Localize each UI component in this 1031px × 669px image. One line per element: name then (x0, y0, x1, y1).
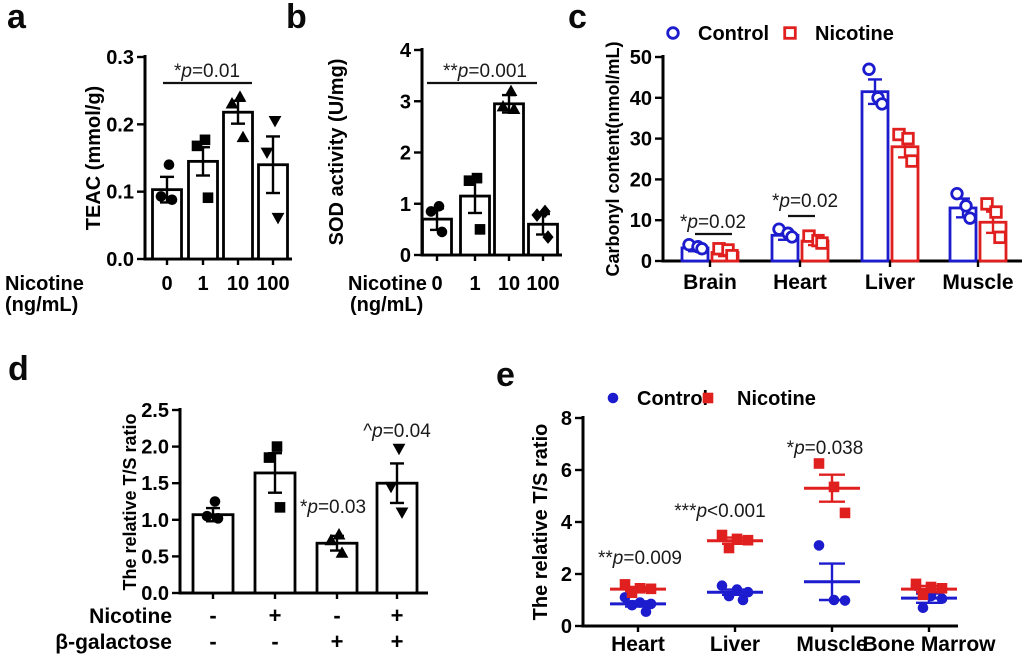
svg-text:-: - (209, 629, 216, 654)
svg-text:**p=0.001: **p=0.001 (443, 61, 527, 82)
svg-text:-: - (333, 603, 340, 628)
svg-text:Control: Control (637, 388, 708, 410)
svg-text:0: 0 (431, 273, 442, 295)
svg-text:2: 2 (561, 564, 572, 586)
svg-text:1.5: 1.5 (141, 473, 169, 495)
svg-text:*p=0.01: *p=0.01 (174, 61, 240, 82)
svg-text:0.0: 0.0 (141, 583, 169, 605)
panel-label-a: a (7, 0, 26, 36)
svg-text:The relative T/S ratio: The relative T/S ratio (530, 424, 552, 621)
svg-text:30: 30 (630, 129, 652, 151)
svg-text:-: - (209, 603, 216, 628)
svg-text:0.5: 0.5 (141, 546, 169, 568)
svg-text:SOD activity (U/mg): SOD activity (U/mg) (326, 59, 348, 246)
svg-text:0: 0 (400, 245, 411, 267)
svg-text:1.0: 1.0 (141, 510, 169, 532)
svg-text:**p=0.009: **p=0.009 (598, 548, 682, 569)
svg-text:10: 10 (227, 273, 249, 295)
panel-e-content: 0 2 4 6 8 The relative T/S ratio Heart Liver Mus… (530, 388, 996, 656)
panel-b-chart: 0 1 2 3 4 SOD activity (U/mg) 0 1 10 100 Nicotine(… (326, 40, 562, 316)
bar (222, 110, 254, 261)
panel-label-e: e (496, 356, 515, 394)
svg-text:*p=0.02: *p=0.02 (772, 191, 838, 212)
svg-text:-: - (271, 629, 278, 654)
svg-text:3: 3 (400, 91, 411, 113)
bar (191, 513, 235, 595)
svg-text:0: 0 (161, 273, 172, 295)
svg-text:0.2: 0.2 (106, 114, 134, 136)
svg-text:Brain: Brain (683, 271, 737, 294)
svg-text:Nicotine: Nicotine (737, 388, 816, 410)
panel-c-chart: 0 10 20 30 40 50 Carbonyl content(nmol/mL) Brai… (603, 23, 1022, 294)
svg-text:(ng/mL): (ng/mL) (5, 294, 78, 316)
svg-text:Nicotine: Nicotine (5, 273, 84, 295)
panel-label-d: d (8, 350, 29, 388)
svg-text:+: + (331, 629, 344, 654)
svg-text:*p=0.03: *p=0.03 (300, 497, 366, 518)
panel-b-content: 0 1 2 3 4 SOD activity (U/mg) 0 1 10 100 Nicotine(… (326, 40, 562, 316)
svg-text:^p=0.04: ^p=0.04 (363, 421, 431, 442)
svg-text:Heart: Heart (611, 633, 665, 656)
bar-control (860, 90, 890, 263)
bar (187, 159, 219, 261)
svg-text:50: 50 (630, 47, 652, 69)
svg-text:***p<0.001: ***p<0.001 (674, 501, 765, 522)
svg-text:TEAC (mmol/g): TEAC (mmol/g) (83, 86, 105, 230)
svg-text:*p=0.038: *p=0.038 (787, 438, 864, 459)
svg-text:+: + (391, 603, 404, 628)
panel-e-chart: 0 2 4 6 8 The relative T/S ratio Heart Liver Mus… (530, 388, 996, 656)
svg-text:Muscle: Muscle (796, 633, 867, 656)
svg-text:40: 40 (630, 88, 652, 110)
svg-text:1: 1 (197, 273, 208, 295)
svg-text:0.3: 0.3 (106, 47, 134, 69)
svg-text:6: 6 (561, 460, 572, 482)
svg-text:Nicotine: Nicotine (89, 605, 172, 628)
svg-text:4: 4 (400, 40, 412, 62)
panel-label-b: b (286, 0, 307, 36)
svg-text:Nicotine: Nicotine (348, 273, 427, 295)
panel-c-content: 0 10 20 30 40 50 Carbonyl content(nmol/mL) Brai… (603, 23, 1022, 294)
svg-text:0: 0 (561, 616, 572, 638)
svg-text:The relative T/S ratio: The relative T/S ratio (120, 413, 140, 590)
svg-text:Carbonyl content(nmol/mL): Carbonyl content(nmol/mL) (603, 42, 623, 277)
svg-text:4: 4 (561, 512, 573, 534)
svg-text:2: 2 (400, 143, 411, 165)
svg-text:100: 100 (526, 273, 559, 295)
bar (493, 102, 525, 257)
svg-text:Control: Control (698, 23, 769, 45)
svg-text:Heart: Heart (773, 271, 827, 294)
panel-label-c: c (568, 0, 587, 36)
svg-text:β-galactose: β-galactose (55, 631, 172, 654)
svg-text:1: 1 (400, 194, 411, 216)
svg-text:0.0: 0.0 (106, 249, 134, 271)
svg-text:10: 10 (630, 210, 652, 232)
svg-text:20: 20 (630, 169, 652, 191)
svg-text:8: 8 (561, 408, 572, 430)
svg-text:+: + (391, 629, 404, 654)
svg-text:Liver: Liver (710, 633, 760, 656)
svg-text:0.1: 0.1 (106, 182, 134, 204)
svg-text:Nicotine: Nicotine (815, 23, 894, 45)
svg-text:*p=0.02: *p=0.02 (680, 212, 746, 233)
svg-text:Liver: Liver (865, 271, 915, 294)
svg-text:1: 1 (469, 273, 480, 295)
svg-text:2.0: 2.0 (141, 437, 169, 459)
svg-text:(ng/mL): (ng/mL) (350, 294, 423, 316)
svg-text:2.5: 2.5 (141, 400, 169, 422)
svg-text:100: 100 (256, 273, 289, 295)
svg-text:0: 0 (641, 251, 652, 273)
svg-text:Muscle: Muscle (942, 271, 1013, 294)
svg-text:+: + (269, 603, 282, 628)
svg-text:Bone Marrow: Bone Marrow (862, 633, 996, 656)
svg-text:10: 10 (498, 273, 520, 295)
